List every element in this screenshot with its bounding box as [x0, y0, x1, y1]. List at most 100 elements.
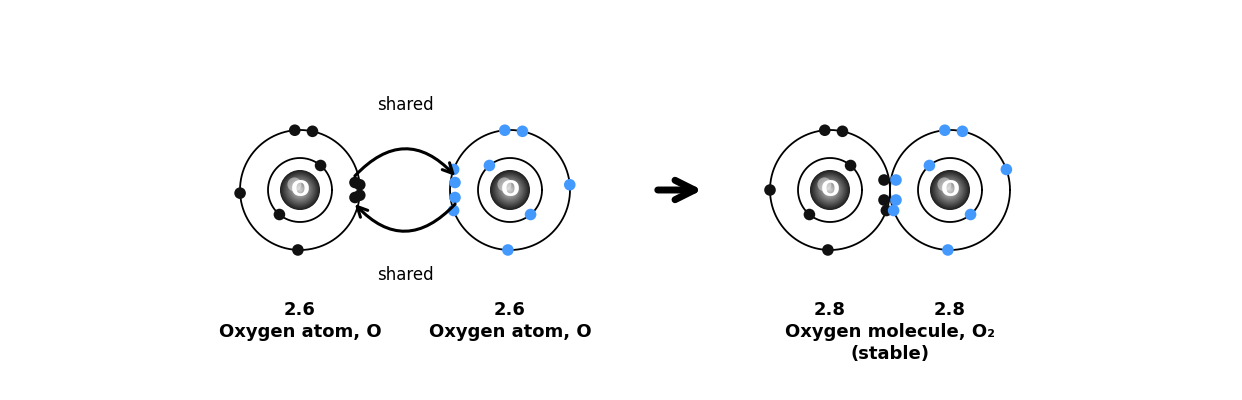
Circle shape: [494, 174, 525, 206]
Circle shape: [823, 184, 836, 196]
Circle shape: [349, 192, 360, 203]
Circle shape: [493, 172, 528, 208]
Circle shape: [878, 174, 889, 186]
Circle shape: [816, 176, 845, 204]
Circle shape: [932, 171, 969, 209]
Circle shape: [282, 172, 318, 208]
Circle shape: [924, 160, 935, 171]
Circle shape: [816, 176, 843, 204]
Circle shape: [1001, 164, 1012, 175]
Circle shape: [289, 179, 310, 201]
Circle shape: [564, 179, 575, 190]
Text: O: O: [501, 180, 519, 200]
Circle shape: [823, 184, 837, 196]
Circle shape: [825, 185, 835, 195]
Circle shape: [932, 172, 969, 208]
Circle shape: [298, 188, 303, 192]
Circle shape: [956, 126, 969, 137]
Circle shape: [483, 160, 496, 171]
Circle shape: [939, 180, 960, 200]
Circle shape: [804, 209, 815, 220]
Circle shape: [292, 182, 308, 198]
Circle shape: [938, 178, 963, 202]
Circle shape: [496, 176, 524, 204]
Circle shape: [944, 184, 956, 196]
Circle shape: [293, 184, 307, 196]
Circle shape: [505, 186, 514, 194]
Circle shape: [945, 186, 955, 194]
Circle shape: [502, 182, 518, 198]
Circle shape: [826, 186, 833, 194]
Circle shape: [499, 180, 520, 200]
Text: Oxygen atom, O: Oxygen atom, O: [428, 323, 591, 341]
Circle shape: [822, 244, 833, 256]
Circle shape: [821, 182, 838, 198]
Circle shape: [812, 172, 848, 208]
Circle shape: [450, 177, 461, 188]
Text: (stable): (stable): [851, 345, 929, 363]
Text: Oxygen atom, O: Oxygen atom, O: [219, 323, 381, 341]
Circle shape: [292, 182, 308, 198]
Circle shape: [940, 180, 960, 200]
Circle shape: [935, 176, 965, 204]
Circle shape: [821, 180, 840, 200]
Circle shape: [817, 177, 831, 191]
Circle shape: [934, 174, 966, 206]
Text: 2.8: 2.8: [814, 301, 846, 319]
Circle shape: [936, 177, 963, 203]
Circle shape: [932, 172, 968, 208]
Circle shape: [820, 180, 840, 200]
Circle shape: [811, 170, 850, 210]
Circle shape: [822, 182, 837, 198]
Circle shape: [287, 176, 313, 204]
Circle shape: [826, 186, 833, 194]
Circle shape: [298, 188, 302, 192]
Circle shape: [764, 184, 776, 196]
Circle shape: [297, 186, 303, 194]
Circle shape: [949, 188, 951, 192]
Circle shape: [492, 172, 528, 208]
Circle shape: [279, 170, 320, 210]
Circle shape: [930, 170, 970, 210]
Circle shape: [491, 170, 529, 210]
Circle shape: [817, 177, 843, 203]
Circle shape: [493, 173, 527, 207]
Circle shape: [283, 173, 317, 207]
Circle shape: [284, 175, 315, 205]
Circle shape: [888, 205, 899, 216]
Circle shape: [944, 184, 955, 196]
Circle shape: [281, 171, 319, 209]
Circle shape: [814, 173, 847, 207]
Circle shape: [817, 178, 842, 202]
Circle shape: [939, 179, 961, 201]
Circle shape: [820, 180, 841, 200]
Circle shape: [825, 184, 836, 196]
Circle shape: [498, 178, 523, 202]
Circle shape: [314, 160, 327, 171]
Circle shape: [845, 160, 857, 171]
Circle shape: [293, 183, 307, 197]
Circle shape: [498, 178, 522, 202]
Circle shape: [289, 124, 301, 136]
Text: 2.8: 2.8: [934, 301, 966, 319]
Circle shape: [943, 182, 958, 198]
Circle shape: [946, 187, 953, 193]
Circle shape: [948, 188, 953, 192]
Circle shape: [818, 179, 841, 201]
Circle shape: [296, 186, 304, 194]
Circle shape: [935, 175, 965, 205]
Circle shape: [936, 176, 964, 204]
Circle shape: [504, 184, 515, 196]
Circle shape: [939, 178, 961, 202]
Circle shape: [815, 174, 846, 206]
Circle shape: [837, 126, 848, 137]
Circle shape: [504, 184, 515, 196]
Circle shape: [282, 172, 318, 208]
Circle shape: [307, 126, 318, 137]
Circle shape: [289, 180, 310, 200]
Text: O: O: [940, 180, 960, 200]
Circle shape: [502, 182, 518, 198]
Circle shape: [814, 174, 846, 206]
Circle shape: [939, 124, 950, 136]
Text: Oxygen molecule, O₂: Oxygen molecule, O₂: [785, 323, 995, 341]
